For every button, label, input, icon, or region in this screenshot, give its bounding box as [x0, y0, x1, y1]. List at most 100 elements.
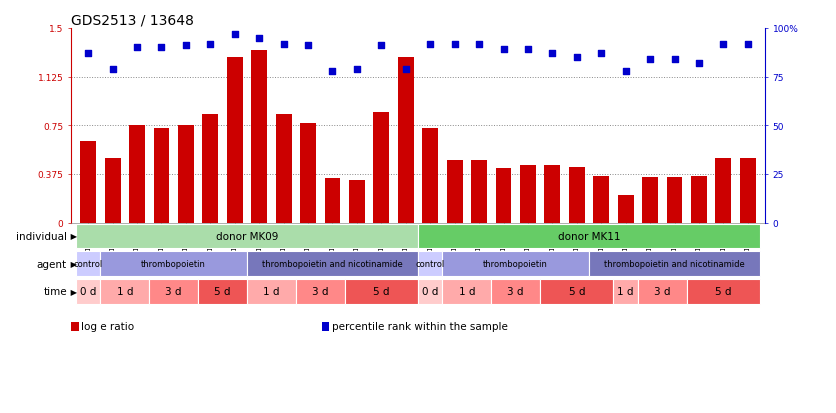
Text: control: control: [415, 260, 445, 268]
Text: individual: individual: [16, 231, 67, 242]
Text: 3 d: 3 d: [166, 287, 182, 297]
Bar: [374, 113, 390, 223]
Bar: [691, 176, 707, 223]
Bar: [540, 280, 614, 304]
Text: GDS2513 / 13648: GDS2513 / 13648: [71, 14, 194, 28]
Bar: [202, 114, 218, 223]
Point: [350, 66, 364, 73]
Point: [155, 45, 168, 52]
Bar: [568, 167, 584, 223]
Bar: [247, 280, 296, 304]
Point: [301, 43, 314, 50]
Text: ▶: ▶: [68, 232, 77, 241]
Point: [522, 47, 535, 54]
Point: [424, 41, 437, 48]
Bar: [642, 178, 658, 223]
Point: [692, 61, 706, 67]
Point: [716, 41, 730, 48]
Bar: [198, 280, 247, 304]
Text: thrombopoietin: thrombopoietin: [483, 260, 548, 268]
Point: [497, 47, 510, 54]
Bar: [618, 196, 634, 223]
Bar: [422, 128, 438, 223]
Bar: [446, 161, 462, 223]
Text: 5 d: 5 d: [568, 287, 585, 297]
Bar: [247, 252, 418, 276]
Bar: [418, 252, 442, 276]
Bar: [100, 252, 247, 276]
Point: [130, 45, 144, 52]
Text: 1 d: 1 d: [263, 287, 280, 297]
Bar: [300, 123, 316, 223]
Bar: [150, 280, 198, 304]
Text: 3 d: 3 d: [654, 287, 670, 297]
Text: log e ratio: log e ratio: [81, 322, 135, 332]
Bar: [716, 158, 732, 223]
Point: [106, 66, 120, 73]
Text: 5 d: 5 d: [373, 287, 390, 297]
Text: 0 d: 0 d: [80, 287, 96, 297]
Point: [546, 51, 559, 57]
Bar: [686, 280, 760, 304]
Bar: [76, 224, 418, 249]
Point: [570, 55, 584, 61]
Bar: [418, 280, 442, 304]
Bar: [178, 126, 194, 223]
Text: thrombopoietin and nicotinamide: thrombopoietin and nicotinamide: [604, 260, 745, 268]
Text: 1 d: 1 d: [116, 287, 133, 297]
Bar: [442, 280, 492, 304]
Text: percentile rank within the sample: percentile rank within the sample: [332, 322, 507, 332]
Text: 0 d: 0 d: [422, 287, 438, 297]
Text: 1 d: 1 d: [459, 287, 475, 297]
Point: [448, 41, 461, 48]
Bar: [398, 57, 414, 223]
Bar: [227, 57, 242, 223]
Bar: [276, 114, 292, 223]
Text: 3 d: 3 d: [312, 287, 329, 297]
Text: control: control: [74, 260, 103, 268]
Bar: [349, 180, 364, 223]
Text: time: time: [43, 287, 67, 297]
Point: [644, 57, 657, 63]
Bar: [492, 280, 540, 304]
Point: [228, 31, 242, 38]
Point: [81, 51, 94, 57]
Point: [594, 51, 608, 57]
Bar: [324, 179, 340, 223]
Bar: [594, 176, 609, 223]
Bar: [344, 280, 418, 304]
Bar: [252, 51, 268, 223]
Text: 1 d: 1 d: [618, 287, 634, 297]
Text: 3 d: 3 d: [507, 287, 524, 297]
Text: 5 d: 5 d: [715, 287, 732, 297]
Bar: [100, 280, 150, 304]
Point: [375, 43, 388, 50]
Point: [472, 41, 486, 48]
Point: [399, 66, 412, 73]
Text: 5 d: 5 d: [214, 287, 231, 297]
Bar: [666, 178, 682, 223]
Point: [619, 68, 632, 75]
Bar: [76, 252, 100, 276]
Text: donor MK09: donor MK09: [216, 231, 278, 242]
Point: [742, 41, 755, 48]
Text: ▶: ▶: [68, 260, 77, 268]
Point: [668, 57, 681, 63]
Bar: [638, 280, 686, 304]
Text: thrombopoietin and nicotinamide: thrombopoietin and nicotinamide: [263, 260, 403, 268]
Bar: [496, 169, 512, 223]
Bar: [129, 126, 145, 223]
Bar: [520, 166, 536, 223]
Point: [204, 41, 217, 48]
Bar: [614, 280, 638, 304]
Bar: [442, 252, 589, 276]
Text: donor MK11: donor MK11: [558, 231, 620, 242]
Bar: [80, 142, 96, 223]
Point: [326, 68, 339, 75]
Point: [277, 41, 290, 48]
Point: [179, 43, 192, 50]
Bar: [296, 280, 344, 304]
Bar: [418, 224, 760, 249]
Text: thrombopoietin: thrombopoietin: [141, 260, 206, 268]
Bar: [472, 161, 487, 223]
